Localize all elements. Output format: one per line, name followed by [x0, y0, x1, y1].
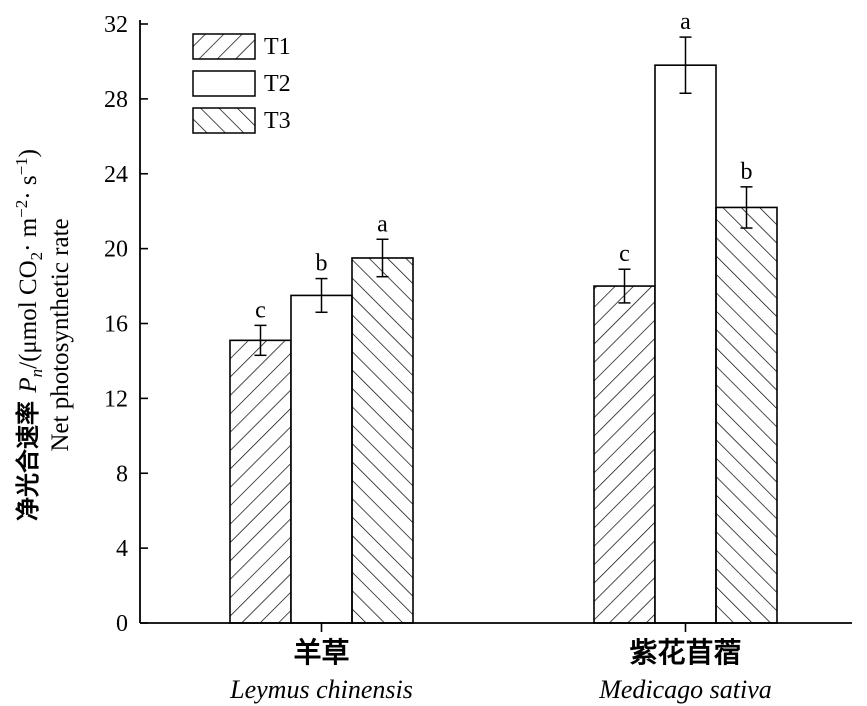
significance-label: c — [619, 241, 630, 267]
labels-layer: c c b a a b — [255, 9, 752, 323]
y-tick-label: 24 — [104, 162, 128, 188]
error-bar-t1-1 — [618, 268, 631, 304]
y-tick-label: 8 — [116, 461, 128, 487]
x-category-label-zh: 紫花苜蓿 — [629, 636, 741, 669]
significance-label: b — [741, 159, 753, 185]
y-axis-title-zh: 净光合速率 — [14, 393, 42, 521]
bars-layer — [229, 36, 778, 624]
axes-layer: 0 4 8 12 16 20 24 28 32 羊草 Leymus chinensis 紫花苜蓿 Med… — [12, 12, 852, 704]
bar-t1-1 — [593, 285, 656, 624]
bar-t2-0 — [290, 294, 353, 624]
x-category-label-en: Medicago sativa — [598, 675, 772, 704]
significance-label: a — [377, 211, 388, 237]
significance-label: a — [680, 9, 691, 35]
error-bar-t1-0 — [254, 324, 267, 357]
significance-label: c — [255, 297, 266, 323]
legend-label: T1 — [264, 34, 291, 60]
x-category-label-en: Leymus chinensis — [229, 675, 413, 704]
y-axis-title-en: Net photosynthetic rate — [47, 218, 74, 451]
y-axis-title-unit: · s — [15, 175, 42, 199]
y-tick-label: 4 — [116, 536, 128, 562]
bar-t1-0 — [229, 339, 292, 624]
y-axis-title-unit: ) — [15, 149, 42, 157]
significance-label: b — [316, 251, 328, 277]
y-tick-label: 28 — [104, 87, 128, 113]
legend-swatch — [192, 70, 256, 97]
legend-item-t2: T2 — [192, 70, 291, 97]
y-tick-label: 12 — [104, 386, 128, 412]
y-tick-label: 16 — [104, 312, 128, 338]
y-axis-title-symbol: P — [15, 377, 42, 393]
legend-swatch — [192, 33, 256, 60]
bar-t3-0 — [351, 257, 414, 624]
y-axis-title-subscript: n — [27, 369, 46, 378]
legend-swatch — [192, 107, 256, 134]
y-tick-label: 20 — [104, 237, 128, 263]
legend-label: T2 — [264, 71, 291, 97]
x-category-label-zh: 羊草 — [293, 636, 349, 669]
error-bar-t3-1 — [740, 186, 753, 229]
y-axis-title-unit: · m — [15, 217, 42, 252]
y-axis-title: 净光合速率 Pn/(μmol CO2· m−2· s−1) — [12, 149, 46, 521]
legend-label: T3 — [264, 108, 291, 134]
bar-t3-1 — [715, 206, 778, 624]
y-axis-title-unit-sup: −1 — [12, 157, 31, 175]
error-bar-t2-1 — [679, 36, 692, 95]
y-tick-label: 32 — [104, 12, 128, 38]
error-bar-t2-0 — [315, 277, 328, 314]
y-axis-title-unit-sub: 2 — [27, 252, 46, 261]
y-axis-title-unit: /(μmol CO — [15, 260, 42, 369]
legend: T1 T2 T3 — [192, 33, 291, 134]
legend-item-t3: T3 — [192, 107, 291, 134]
error-bar-t3-0 — [376, 238, 389, 278]
y-tick-label: 0 — [116, 611, 128, 637]
bar-t2-1 — [654, 64, 717, 624]
y-axis-title-unit-sup: −2 — [12, 200, 31, 218]
legend-item-t1: T1 — [192, 33, 291, 60]
